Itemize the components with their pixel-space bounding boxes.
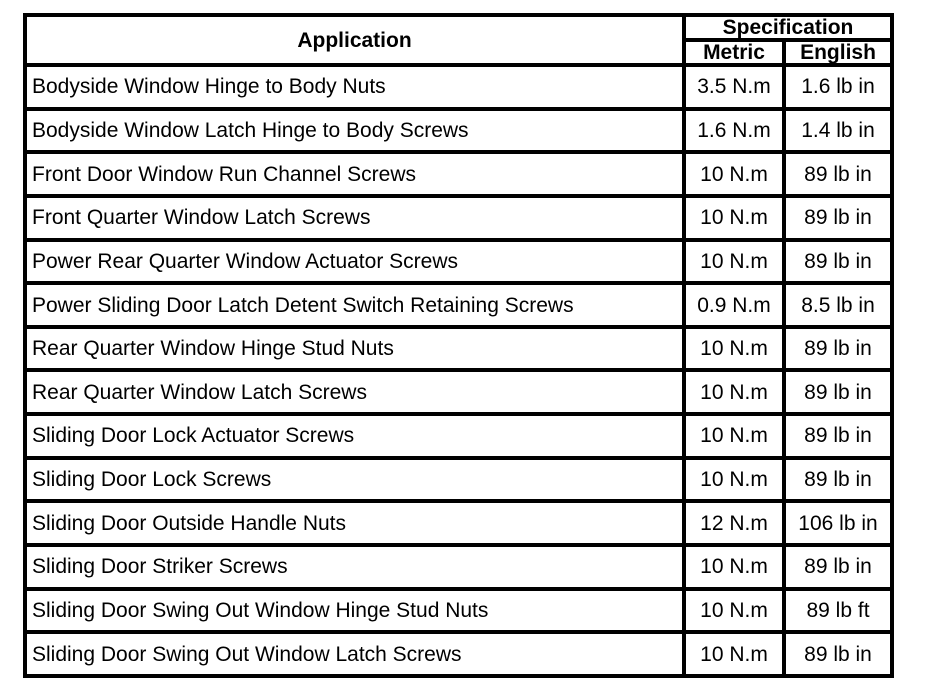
cell-metric: 10 N.m (682, 412, 786, 460)
table-row: Bodyside Window Latch Hinge to Body Scre… (23, 106, 895, 155)
table-row: Front Quarter Window Latch Screws 10 N.m 8… (23, 193, 895, 242)
cell-metric: 10 N.m (682, 150, 786, 198)
table-row: Rear Quarter Window Hinge Stud Nuts 10 N.… (23, 324, 895, 373)
cell-metric: 10 N.m (682, 455, 786, 504)
cell-application: Power Sliding Door Latch Detent Switch R… (23, 281, 686, 329)
cell-metric: 10 N.m (682, 368, 786, 417)
cell-application: Power Rear Quarter Window Actuator Screw… (23, 237, 686, 286)
cell-english: 89 lb in (781, 455, 895, 504)
cell-application: Sliding Door Swing Out Window Hinge Stud… (23, 586, 686, 635)
table-row: Sliding Door Outside Handle Nuts 12 N.m 10… (23, 499, 895, 548)
table-row: Sliding Door Striker Screws 10 N.m 89 lb i… (23, 543, 895, 591)
cell-metric: 10 N.m (682, 586, 786, 635)
cell-metric: 0.9 N.m (682, 281, 786, 329)
table-row: Power Rear Quarter Window Actuator Screw… (23, 237, 895, 286)
table-row: Sliding Door Lock Actuator Screws 10 N.m 8… (23, 412, 895, 460)
cell-application: Sliding Door Lock Screws (23, 455, 686, 504)
cell-english: 1.6 lb in (781, 63, 895, 111)
table-body: Bodyside Window Hinge to Body Nuts 3.5 N.… (23, 63, 895, 678)
cell-english: 89 lb in (781, 237, 895, 286)
cell-english: 8.5 lb in (781, 281, 895, 329)
cell-english: 89 lb in (781, 543, 895, 591)
cell-application: Sliding Door Lock Actuator Screws (23, 412, 686, 460)
cell-application: Rear Quarter Window Latch Screws (23, 368, 686, 417)
cell-application: Rear Quarter Window Hinge Stud Nuts (23, 324, 686, 373)
cell-metric: 10 N.m (682, 630, 786, 678)
cell-english: 89 lb in (781, 630, 895, 678)
cell-application: Front Quarter Window Latch Screws (23, 193, 686, 242)
header-specification: Specification (681, 13, 895, 42)
table-row: Rear Quarter Window Latch Screws 10 N.m 89… (23, 368, 895, 417)
torque-specification-table: Application Specification Metric English… (23, 13, 895, 678)
table-row: Sliding Door Lock Screws 10 N.m 89 lb in (23, 455, 895, 504)
cell-english: 89 lb in (781, 368, 895, 417)
cell-english: 89 lb in (781, 324, 895, 373)
table-row: Front Door Window Run Channel Screws 10 N… (23, 150, 895, 198)
cell-metric: 1.6 N.m (682, 106, 786, 155)
cell-application: Sliding Door Striker Screws (23, 543, 686, 591)
cell-metric: 12 N.m (682, 499, 786, 548)
header-metric: Metric (682, 38, 786, 67)
cell-english: 89 lb in (781, 193, 895, 242)
table-row: Sliding Door Swing Out Window Hinge Stud… (23, 586, 895, 635)
table-row: Sliding Door Swing Out Window Latch Scre… (23, 630, 895, 678)
header-english: English (781, 38, 895, 67)
cell-application: Sliding Door Outside Handle Nuts (23, 499, 686, 548)
cell-metric: 3.5 N.m (682, 63, 786, 111)
cell-metric: 10 N.m (682, 543, 786, 591)
table-row: Power Sliding Door Latch Detent Switch R… (23, 281, 895, 329)
cell-application: Bodyside Window Hinge to Body Nuts (23, 63, 686, 111)
cell-english: 106 lb in (781, 499, 895, 548)
cell-metric: 10 N.m (682, 237, 786, 286)
header-application: Application (23, 13, 686, 67)
cell-application: Bodyside Window Latch Hinge to Body Scre… (23, 106, 686, 155)
cell-metric: 10 N.m (682, 193, 786, 242)
cell-english: 89 lb in (781, 412, 895, 460)
cell-english: 1.4 lb in (781, 106, 895, 155)
cell-metric: 10 N.m (682, 324, 786, 373)
cell-application: Front Door Window Run Channel Screws (23, 150, 686, 198)
cell-application: Sliding Door Swing Out Window Latch Scre… (23, 630, 686, 678)
cell-english: 89 lb in (781, 150, 895, 198)
table-row: Bodyside Window Hinge to Body Nuts 3.5 N.… (23, 63, 895, 111)
cell-english: 89 lb ft (781, 586, 895, 635)
